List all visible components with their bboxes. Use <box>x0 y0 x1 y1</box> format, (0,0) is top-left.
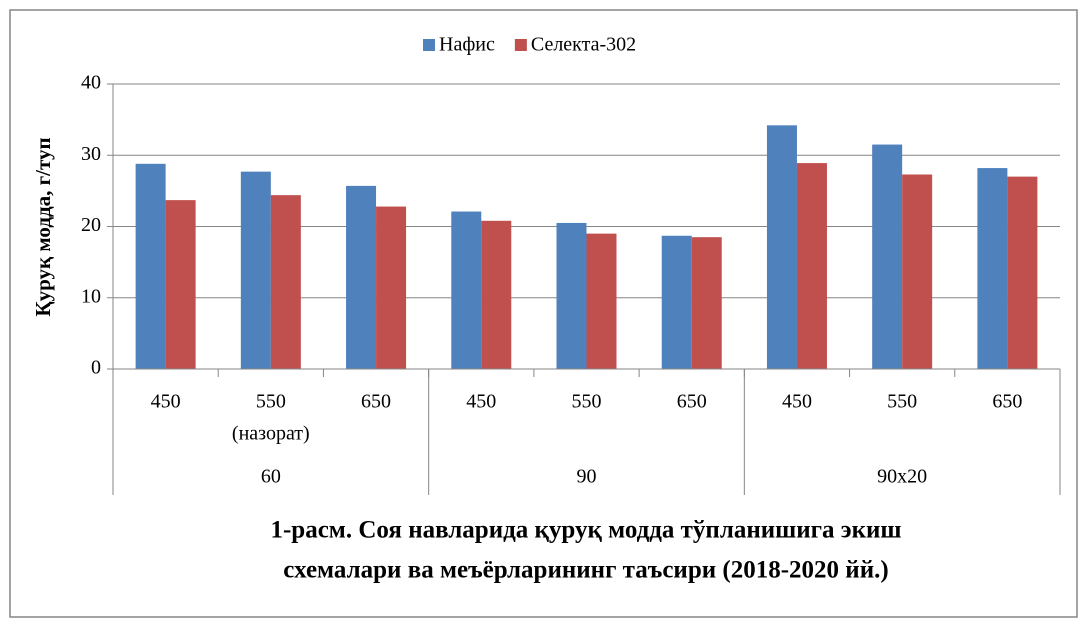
bar <box>691 237 722 369</box>
legend-label: Нафис <box>439 34 495 56</box>
bar <box>902 174 933 369</box>
group-label: 90x20 <box>877 466 927 488</box>
bar <box>872 144 903 369</box>
x-tick-label: 650 <box>677 391 707 413</box>
bar <box>346 185 377 369</box>
bar <box>451 211 482 369</box>
bar <box>796 163 827 369</box>
x-tick-label: 650 <box>361 391 391 413</box>
group-label: 90 <box>577 466 597 488</box>
bar <box>481 220 512 369</box>
bar <box>661 235 692 369</box>
x-tick-note: (назорат) <box>232 423 310 445</box>
x-tick-label: 450 <box>782 391 812 413</box>
bar <box>556 222 587 369</box>
bar <box>766 125 797 369</box>
bar <box>977 168 1008 369</box>
x-tick-label: 550 <box>887 391 917 413</box>
legend-swatch <box>423 39 435 51</box>
bar <box>270 195 301 369</box>
group-label: 60 <box>261 466 281 488</box>
bar <box>135 163 166 369</box>
legend-swatch <box>514 39 527 51</box>
y-tick-label: 10 <box>81 285 101 307</box>
x-tick-label: 550 <box>572 391 602 413</box>
chart-title: 1-расм. Соя навларида қуруқ модда тўплан… <box>270 517 901 544</box>
chart-title: схемалари ва меъёрларининг таъсири (2018… <box>283 557 888 584</box>
x-tick-label: 550 <box>256 391 286 413</box>
y-axis-label: Қуруқ модда, г/туп <box>31 137 55 316</box>
x-tick-label: 450 <box>151 391 181 413</box>
bar <box>240 171 271 369</box>
y-tick-label: 20 <box>81 214 101 236</box>
legend-label: Селекта-302 <box>531 34 636 56</box>
x-tick-label: 450 <box>466 391 496 413</box>
y-tick-label: 0 <box>91 357 101 379</box>
y-tick-label: 30 <box>81 143 101 165</box>
bar <box>165 200 196 369</box>
bar <box>376 206 407 369</box>
y-tick-label: 40 <box>81 72 101 94</box>
bar <box>586 233 617 369</box>
x-tick-label: 650 <box>992 391 1022 413</box>
bar <box>1007 176 1038 369</box>
